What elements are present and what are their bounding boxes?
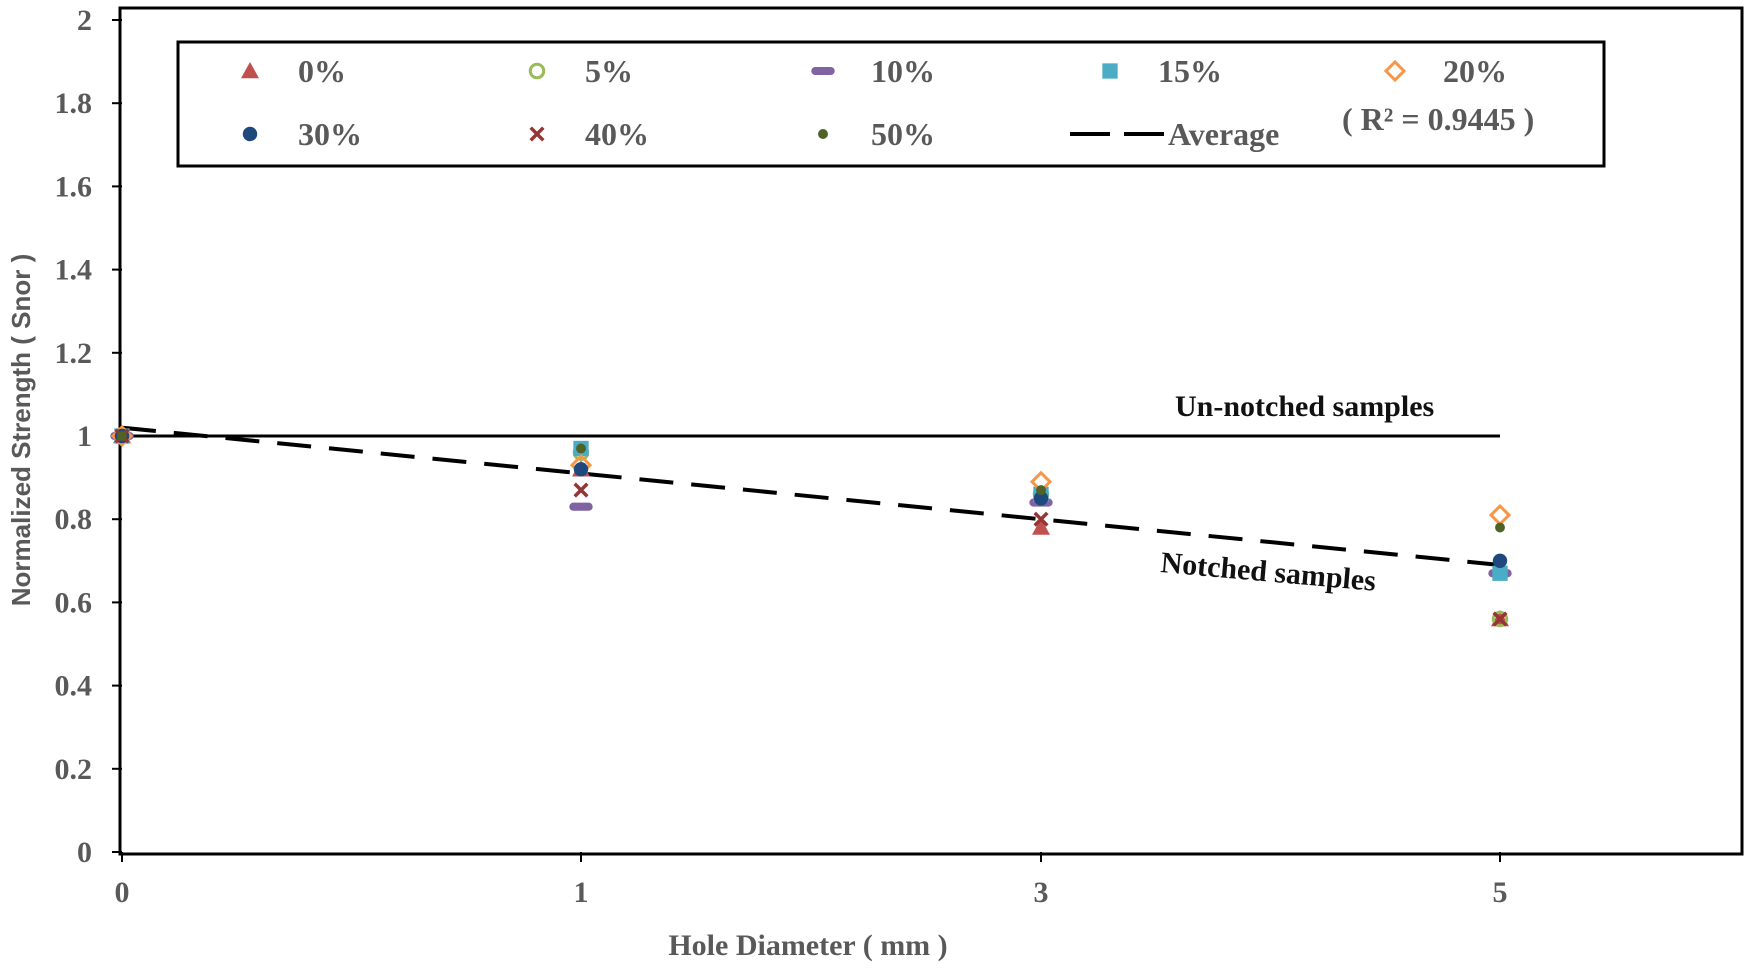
- x-axis: 0 1 3 5: [115, 852, 1508, 909]
- x-axis-title: Hole Diameter ( mm ): [668, 929, 947, 962]
- legend-label: 0%: [298, 53, 346, 89]
- y-tick-label: 0.6: [55, 586, 93, 619]
- data-points: [110, 424, 1512, 628]
- x-tick-label: 5: [1493, 876, 1508, 909]
- y-tick-label: 1: [77, 420, 92, 453]
- y-tick-label: 1.8: [55, 87, 93, 120]
- annotation-unnotched: Un-notched samples: [1175, 390, 1434, 423]
- y-tick-label: 0.2: [55, 753, 93, 786]
- annotation-notched: Notched samples: [1159, 546, 1377, 598]
- x-tick-label: 3: [1034, 876, 1049, 909]
- data-point-5pct: [1491, 610, 1509, 628]
- y-axis: 0 0.2 0.4 0.6 0.8 1 1.2 1.4 1.6 1.8 2: [55, 4, 122, 869]
- y-tick-label: 2: [77, 4, 92, 37]
- data-point-10pct: [569, 502, 593, 511]
- legend-marker-20pct: [1383, 59, 1407, 83]
- legend-marker-5pct: [528, 62, 546, 80]
- legend-label: 15%: [1158, 53, 1222, 89]
- data-point-30pct: [573, 462, 589, 477]
- y-tick-label: 1.6: [55, 170, 93, 203]
- data-point-50pct: [576, 443, 586, 454]
- y-axis-title: Normalized Strength ( Snor ): [6, 254, 36, 606]
- legend-label-average: Average: [1168, 116, 1279, 152]
- legend-label: 20%: [1443, 53, 1507, 89]
- legend-label: 5%: [585, 53, 633, 89]
- legend-label: 50%: [871, 116, 935, 152]
- data-point-40pct: [1033, 511, 1049, 527]
- legend-box: [176, 40, 1606, 168]
- data-point-20pct: [1488, 503, 1512, 527]
- data-point-50pct: [1036, 485, 1046, 496]
- legend-label: 40%: [585, 116, 649, 152]
- data-point-40pct: [1492, 611, 1508, 627]
- legend-marker-30pct: [242, 126, 258, 142]
- data-point-15pct: [1492, 565, 1508, 581]
- legend-marker-40pct: [529, 126, 545, 142]
- x-tick-label: 1: [574, 876, 589, 909]
- data-point-30pct: [1492, 553, 1508, 568]
- y-tick-label: 1.4: [55, 254, 93, 287]
- legend-label: 10%: [871, 53, 935, 89]
- legend-marker-0pct: [241, 62, 259, 79]
- y-tick-label: 0.8: [55, 503, 93, 536]
- y-tick-label: 0: [77, 836, 92, 869]
- data-point-40pct: [573, 482, 589, 498]
- y-tick-label: 1.2: [55, 337, 93, 370]
- legend-marker-15pct: [1102, 63, 1118, 79]
- data-point-50pct: [117, 431, 127, 441]
- legend-marker-10pct: [811, 66, 835, 76]
- data-point-50pct: [1495, 522, 1505, 533]
- average-trend-line: [121, 425, 1501, 567]
- data-point-0pct: [1032, 518, 1050, 535]
- y-tick-label: 0.4: [55, 670, 93, 703]
- data-point-30pct: [1033, 491, 1049, 506]
- legend-marker-50pct: [818, 129, 828, 139]
- legend: 0% 5% 10% 15% 20% 30% 40% 50% Average ( R² = 0.94…: [176, 40, 1606, 168]
- legend-label: 30%: [298, 116, 362, 152]
- r-squared-label: ( R² = 0.9445 ): [1342, 101, 1534, 137]
- x-tick-label: 0: [115, 876, 130, 909]
